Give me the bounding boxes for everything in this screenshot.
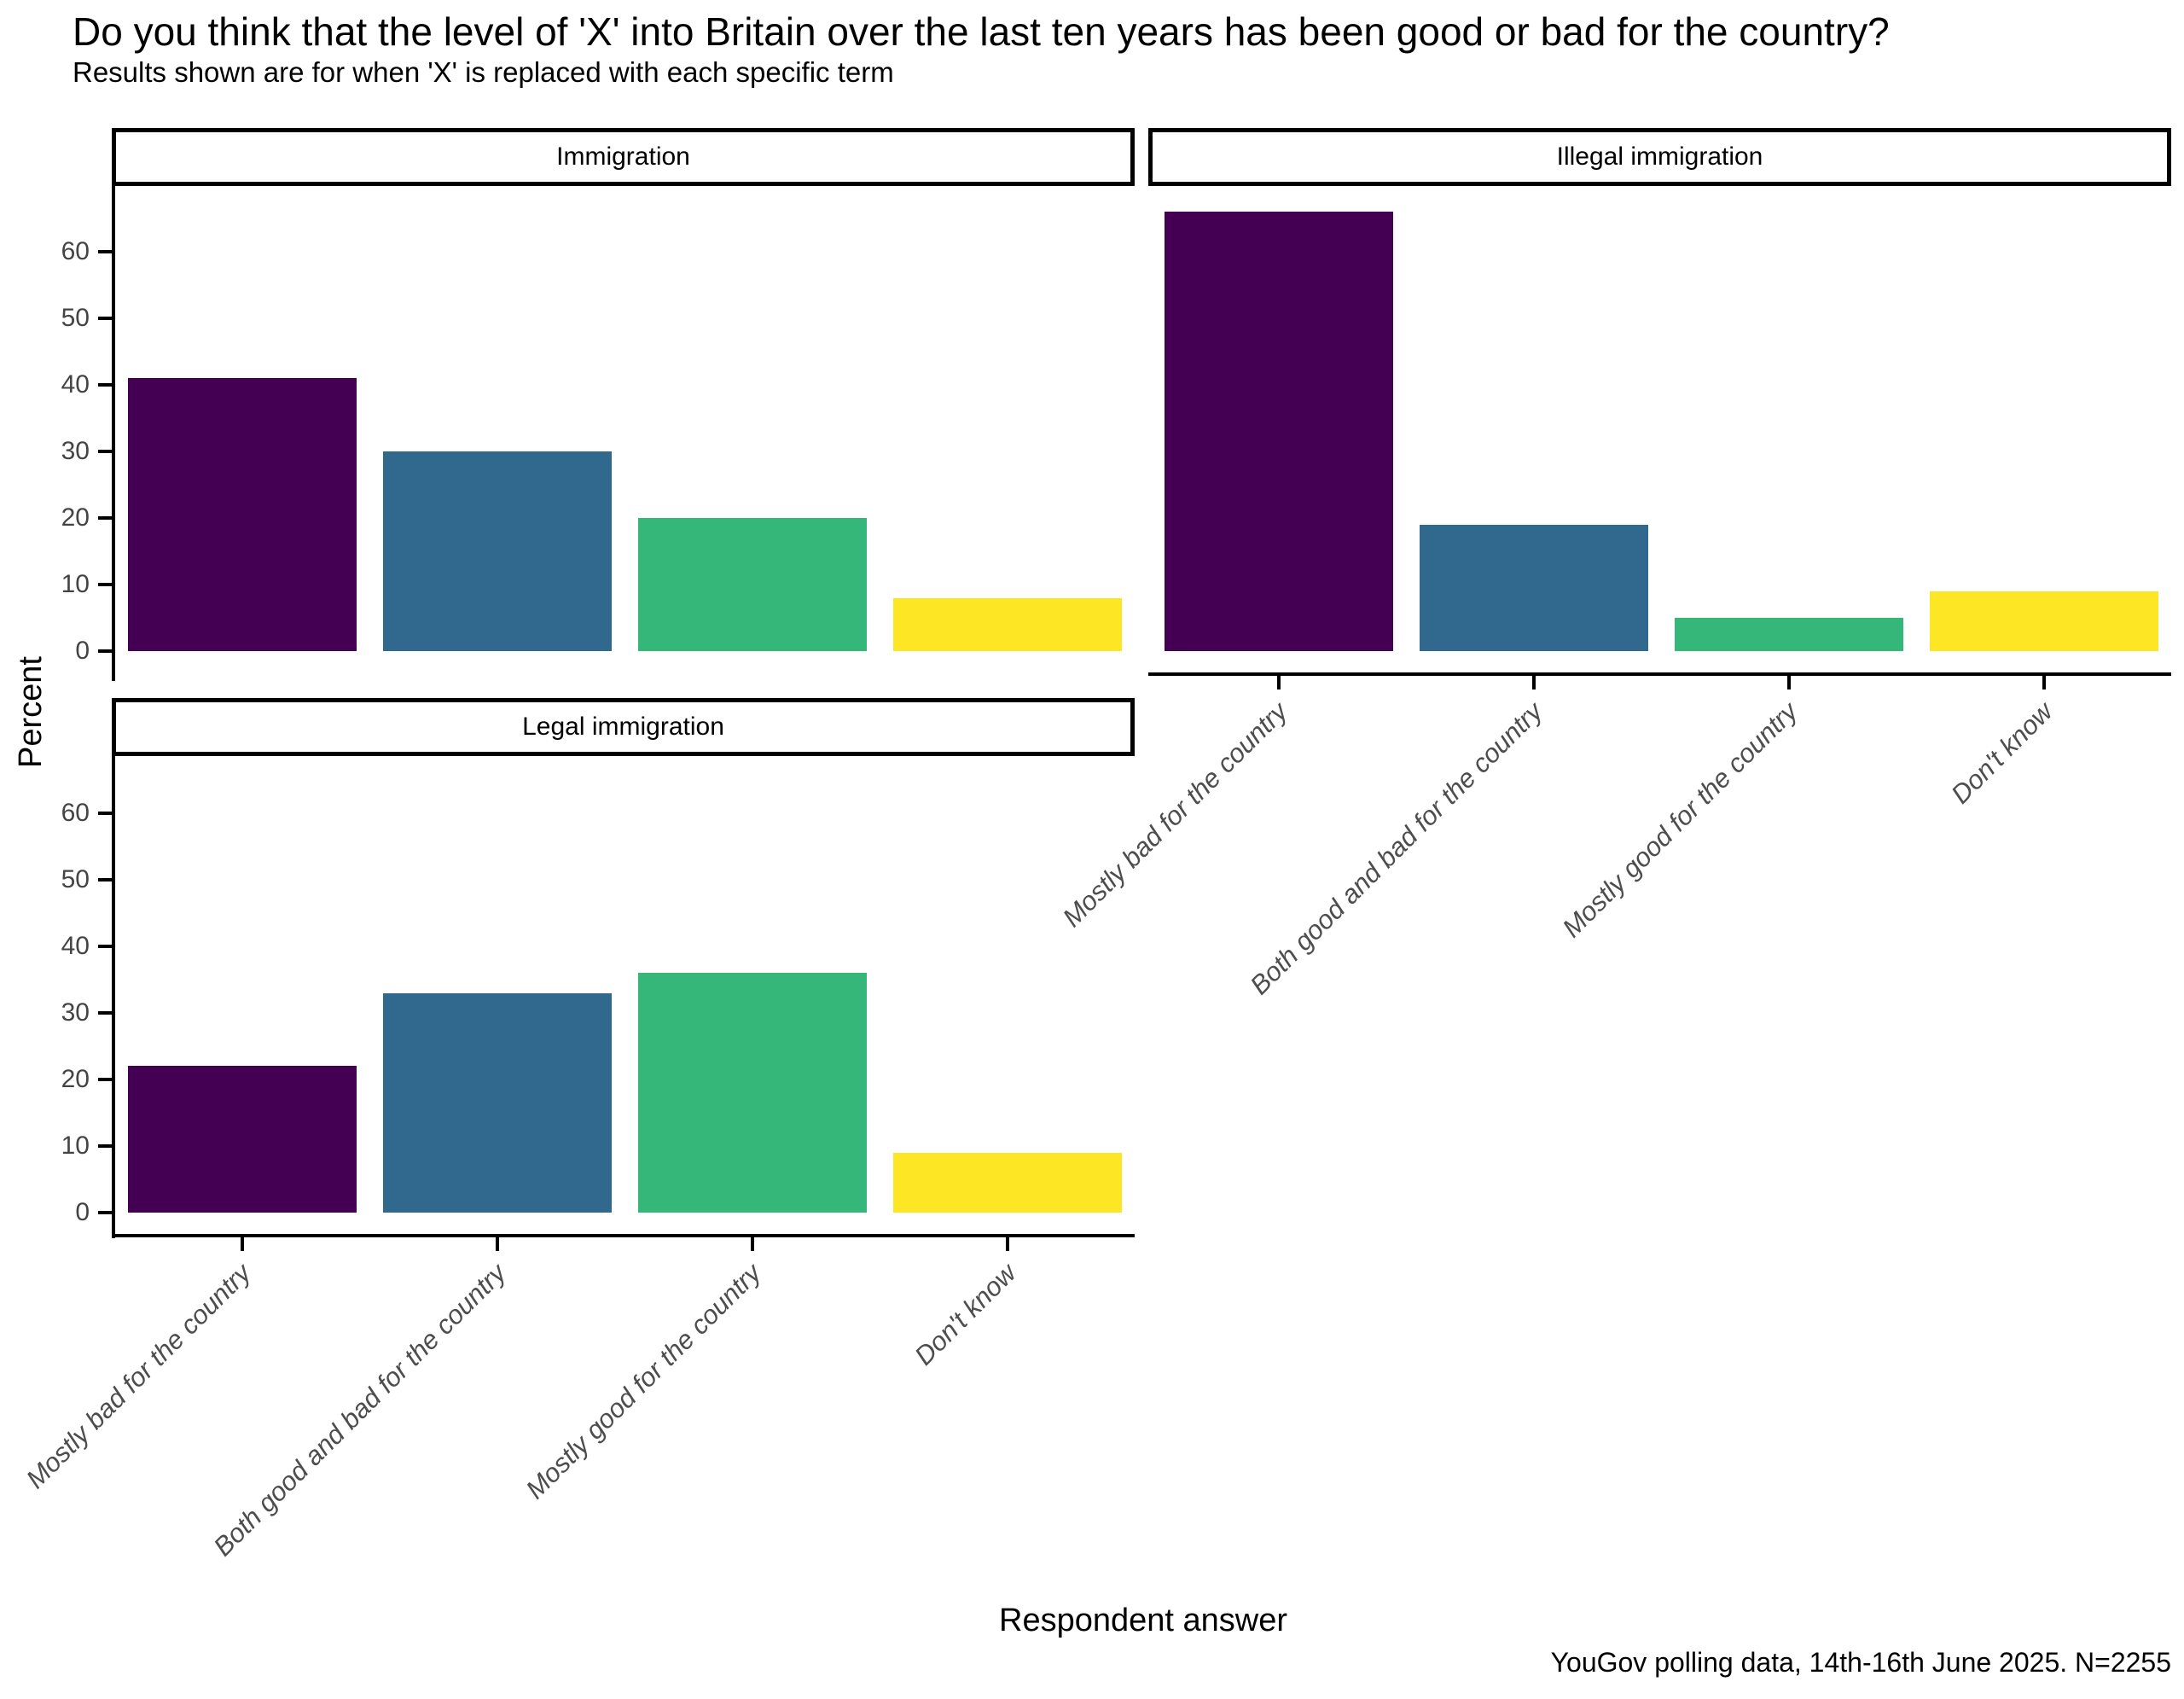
x-tick-mark-illegal-immigration-mostly-bad-for-the-country	[1277, 676, 1281, 689]
facet-strip-label-immigration: Immigration	[556, 143, 690, 171]
x-tick-mark-illegal-immigration-mostly-good-for-the-country	[1786, 676, 1791, 689]
bar-immigration-both-good-and-bad-for-the-country	[383, 451, 613, 651]
y-tick-mark-legal-immigration-30	[98, 1011, 112, 1015]
y-tick-label-legal-immigration-60: 60	[61, 799, 90, 827]
y-tick-label-immigration-50: 50	[61, 304, 90, 332]
y-tick-mark-legal-immigration-40	[98, 945, 112, 948]
y-tick-mark-immigration-50	[98, 317, 112, 320]
x-tick-mark-illegal-immigration-don-t-know	[2042, 676, 2046, 689]
bar-illegal-immigration-both-good-and-bad-for-the-country	[1420, 524, 1649, 651]
facet-strip-legal-immigration: Legal immigration	[112, 698, 1135, 756]
y-tick-label-immigration-40: 40	[61, 370, 90, 399]
bar-legal-immigration-don-t-know	[892, 1152, 1122, 1213]
x-tick-mark-legal-immigration-mostly-bad-for-the-country	[241, 1237, 245, 1251]
x-tick-mark-illegal-immigration-both-good-and-bad-for-the-country	[1532, 676, 1536, 689]
facet-strip-illegal-immigration: Illegal immigration	[1148, 128, 2171, 186]
y-tick-mark-legal-immigration-50	[98, 878, 112, 882]
bar-immigration-mostly-bad-for-the-country	[128, 378, 357, 651]
bar-immigration-don-t-know	[892, 597, 1122, 651]
y-axis-line-immigration	[112, 186, 115, 681]
facet-strip-immigration: Immigration	[112, 128, 1135, 186]
x-tick-label-illegal-immigration-mostly-good-for-the-country: Mostly good for the country	[1556, 696, 1804, 944]
x-tick-label-illegal-immigration-don-t-know: Don't know	[1944, 696, 2059, 810]
facet-strip-label-illegal-immigration: Illegal immigration	[1556, 143, 1763, 171]
y-tick-label-legal-immigration-10: 10	[61, 1132, 90, 1160]
bar-illegal-immigration-don-t-know	[1929, 591, 2158, 651]
bar-legal-immigration-mostly-good-for-the-country	[637, 973, 867, 1213]
y-tick-label-immigration-30: 30	[61, 437, 90, 465]
x-axis-line-legal-immigration	[112, 1234, 1135, 1237]
x-axis-line-illegal-immigration	[1148, 672, 2171, 676]
chart-title: Do you think that the level of 'X' into …	[73, 9, 1890, 54]
y-tick-mark-immigration-60	[98, 250, 112, 253]
bar-legal-immigration-mostly-bad-for-the-country	[128, 1066, 357, 1213]
y-tick-label-legal-immigration-20: 20	[61, 1065, 90, 1093]
x-tick-mark-legal-immigration-mostly-good-for-the-country	[750, 1237, 754, 1251]
y-tick-label-legal-immigration-40: 40	[61, 932, 90, 960]
y-tick-label-legal-immigration-0: 0	[75, 1198, 90, 1226]
y-tick-mark-legal-immigration-10	[98, 1144, 112, 1148]
y-tick-mark-immigration-0	[98, 649, 112, 653]
y-tick-mark-immigration-10	[98, 583, 112, 586]
bar-legal-immigration-both-good-and-bad-for-the-country	[383, 992, 613, 1213]
y-tick-label-immigration-0: 0	[75, 637, 90, 665]
y-tick-label-immigration-60: 60	[61, 237, 90, 265]
y-axis-title: Percent	[12, 656, 49, 768]
y-tick-mark-immigration-30	[98, 450, 112, 453]
y-tick-label-immigration-10: 10	[61, 570, 90, 598]
x-tick-label-illegal-immigration-mostly-bad-for-the-country: Mostly bad for the country	[1057, 696, 1294, 933]
bar-immigration-mostly-good-for-the-country	[637, 518, 867, 651]
chart-caption: YouGov polling data, 14th-16th June 2025…	[1550, 1647, 2171, 1678]
y-tick-label-legal-immigration-30: 30	[61, 998, 90, 1027]
y-tick-mark-immigration-40	[98, 383, 112, 387]
bar-illegal-immigration-mostly-good-for-the-country	[1674, 618, 1903, 651]
y-tick-label-legal-immigration-50: 50	[61, 865, 90, 893]
y-axis-line-legal-immigration	[112, 756, 115, 1238]
x-axis-title: Respondent answer	[999, 1603, 1287, 1638]
chart-subtitle: Results shown are for when 'X' is replac…	[73, 56, 894, 88]
x-tick-mark-legal-immigration-don-t-know	[1005, 1237, 1009, 1251]
y-tick-mark-immigration-20	[98, 516, 112, 520]
x-tick-label-illegal-immigration-both-good-and-bad-for-the-country: Both good and bad for the country	[1244, 696, 1548, 1001]
y-tick-mark-legal-immigration-0	[98, 1211, 112, 1214]
y-tick-label-immigration-20: 20	[61, 503, 90, 532]
bar-illegal-immigration-mostly-bad-for-the-country	[1165, 212, 1394, 651]
y-tick-mark-legal-immigration-20	[98, 1078, 112, 1081]
x-tick-mark-legal-immigration-both-good-and-bad-for-the-country	[496, 1237, 500, 1251]
y-tick-mark-legal-immigration-60	[98, 812, 112, 815]
facet-strip-label-legal-immigration: Legal immigration	[522, 713, 724, 741]
